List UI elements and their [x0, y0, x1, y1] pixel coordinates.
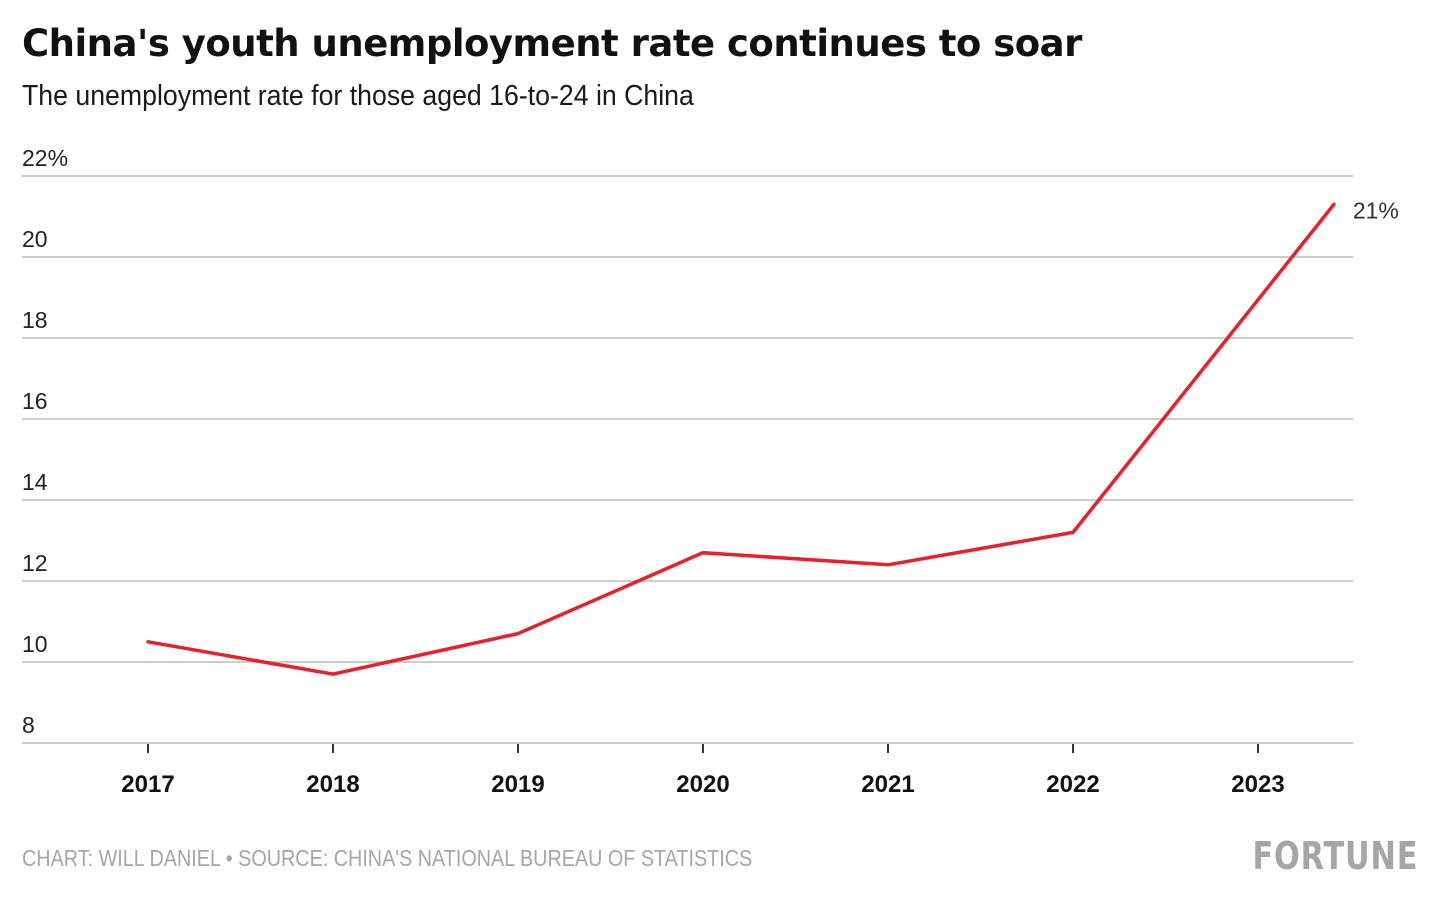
- x-tick-label-2019: 2019: [491, 771, 544, 798]
- series-layer: [146, 202, 1336, 676]
- y-tick-label-20: 20: [22, 226, 48, 252]
- y-axis-ticks: 8 10 12 14 16 18 20 22%: [22, 145, 68, 738]
- source-credit: CHART: WILL DANIEL • SOURCE: CHINA'S NAT…: [22, 845, 753, 871]
- y-tick-label-8: 8: [22, 712, 35, 738]
- chart-title: China's youth unemployment rate continue…: [22, 22, 1082, 65]
- x-tick-label-2022: 2022: [1046, 771, 1099, 798]
- y-tick-label-16: 16: [22, 388, 48, 414]
- x-axis: 2017 2018 2019 2020 2021 2022 2023: [121, 744, 1285, 798]
- chart-subtitle: The unemployment rate for those aged 16-…: [22, 80, 694, 112]
- x-tick-label-2023: 2023: [1231, 771, 1284, 798]
- y-tick-label-12: 12: [22, 550, 48, 576]
- fortune-logo: FORTUNE: [1252, 834, 1418, 878]
- x-tick-label-2018: 2018: [306, 771, 359, 798]
- y-tick-label-14: 14: [22, 469, 48, 495]
- end-value-label: 21%: [1353, 197, 1399, 223]
- x-tick-label-2020: 2020: [676, 771, 729, 798]
- y-tick-label-18: 18: [22, 307, 48, 333]
- y-tick-label-10: 10: [22, 631, 48, 657]
- series-line: [146, 202, 1336, 676]
- y-tick-label-22: 22%: [22, 145, 68, 171]
- x-tick-label-2021: 2021: [861, 771, 914, 798]
- annotations: 21%: [1353, 197, 1399, 223]
- x-tick-label-2017: 2017: [121, 771, 174, 798]
- gridlines: [22, 175, 1353, 744]
